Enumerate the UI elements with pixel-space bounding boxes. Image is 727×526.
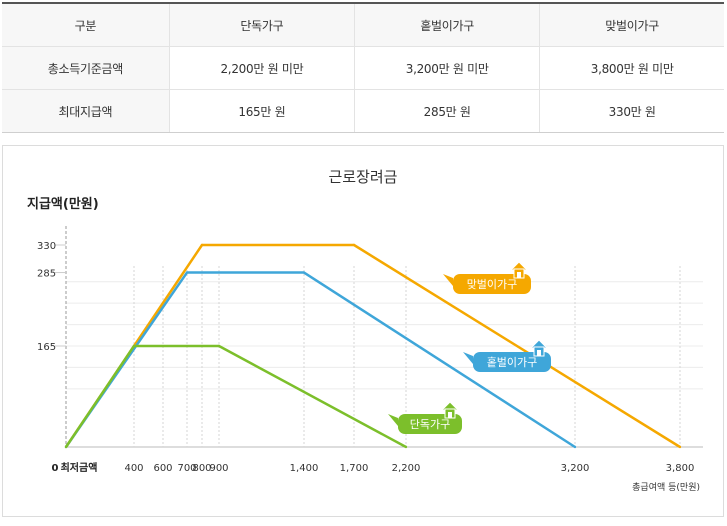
series-badge-label: 단독가구 xyxy=(410,418,450,431)
series-line xyxy=(64,271,576,449)
x-tick-label: 1,400 xyxy=(290,463,319,474)
data-point xyxy=(64,445,68,449)
x-tick-label: 900 xyxy=(209,463,228,474)
table-cell: 3,800만 원 미만 xyxy=(539,46,724,90)
data-point xyxy=(352,243,356,247)
table-cell: 165만 원 xyxy=(168,89,356,133)
series-badge-pointer xyxy=(443,274,453,286)
table-header-cell: 구분 xyxy=(2,2,170,47)
x-axis-label: 총급여액 등(만원) xyxy=(632,481,700,493)
table-row: 최대지급액 165만 원 285만 원 330만 원 xyxy=(2,89,724,133)
data-point xyxy=(132,344,136,348)
house-icon xyxy=(509,261,529,279)
house-door xyxy=(517,272,521,278)
table-header-cell: 홑벌이가구 xyxy=(354,2,541,47)
chart-title: 근로장려금 xyxy=(328,168,397,186)
zero-label: 0 xyxy=(52,463,59,474)
eligibility-table: 구분 단독가구 홑벌이가구 맞벌이가구 총소득기준금액 2,200만 원 미만 … xyxy=(2,2,724,133)
table-header-cell: 맞벌이가구 xyxy=(539,2,724,47)
row-label: 최대지급액 xyxy=(2,89,170,133)
y-tick-label: 165 xyxy=(37,342,56,353)
x-origin-label: 최저금액 xyxy=(61,461,98,474)
x-tick-label: 3,200 xyxy=(561,463,590,474)
table-cell: 2,200만 원 미만 xyxy=(168,46,356,90)
data-point xyxy=(200,243,204,247)
table-header-row: 구분 단독가구 홑벌이가구 맞벌이가구 xyxy=(2,2,724,47)
data-point xyxy=(217,344,221,348)
series-badge: 단독가구 xyxy=(388,401,462,434)
y-axis-label: 지급액(만원) xyxy=(27,196,99,212)
table-header-cell: 단독가구 xyxy=(168,2,356,47)
series-badge-bg xyxy=(453,274,531,294)
y-tick-label: 285 xyxy=(37,269,56,280)
table-cell: 3,200만 원 미만 xyxy=(354,46,541,90)
x-tick-label: 600 xyxy=(153,463,172,474)
series-badge-bg xyxy=(398,414,462,434)
data-point xyxy=(185,271,189,274)
table-row: 총소득기준금액 2,200만 원 미만 3,200만 원 미만 3,800만 원… xyxy=(2,46,724,90)
data-point xyxy=(678,445,682,449)
x-tick-label: 3,800 xyxy=(666,463,695,474)
house-icon xyxy=(440,401,460,419)
series-badge-bg xyxy=(473,352,551,372)
table-cell: 285만 원 xyxy=(354,89,541,133)
series-badge: 홑벌이가구 xyxy=(463,339,551,372)
table-cell: 330만 원 xyxy=(539,89,724,133)
y-tick-label: 330 xyxy=(37,241,56,252)
house-icon xyxy=(529,339,549,357)
house-door xyxy=(448,412,452,418)
x-tick-label: 1,700 xyxy=(340,463,369,474)
x-tick-label: 700 xyxy=(177,463,196,474)
house-door xyxy=(537,350,541,356)
series-badge-label: 홑벌이가구 xyxy=(487,356,538,369)
x-tick-label: 400 xyxy=(124,463,143,474)
series-line xyxy=(64,344,407,449)
series-badge-pointer xyxy=(388,414,398,426)
plot-area xyxy=(66,226,706,447)
series-badge-label: 맞벌이가구 xyxy=(467,278,518,291)
data-point xyxy=(404,445,408,449)
data-point xyxy=(302,271,306,274)
data-point xyxy=(573,445,577,449)
row-label: 총소득기준금액 xyxy=(2,46,170,90)
x-tick-label: 800 xyxy=(192,463,211,474)
x-tick-label: 2,200 xyxy=(392,463,421,474)
series-badge-pointer xyxy=(463,352,473,364)
series-badge: 맞벌이가구 xyxy=(443,261,531,294)
